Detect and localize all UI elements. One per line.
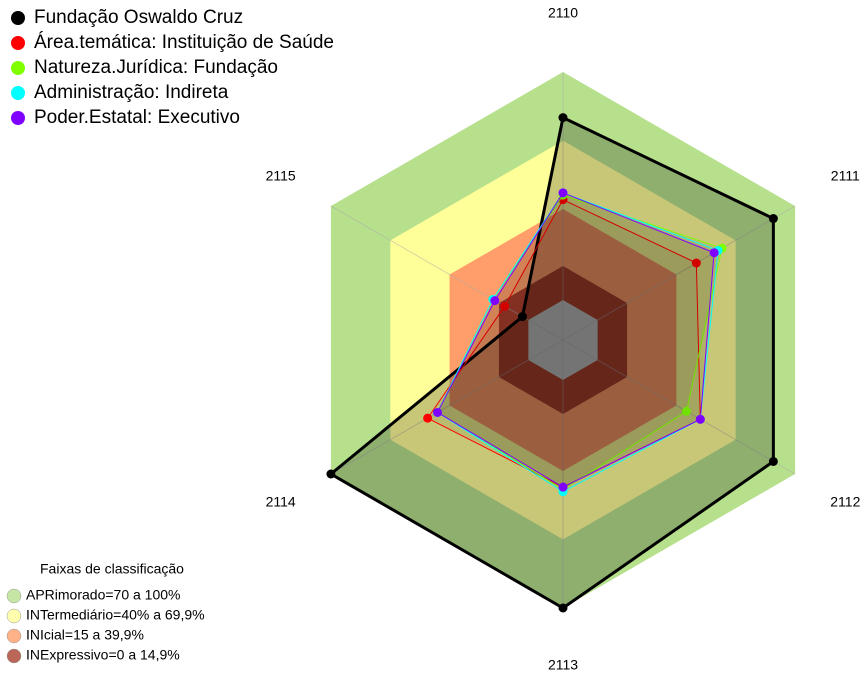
band-legend-label: INExpressivo=0 a 14,9% [26, 647, 180, 663]
legend-marker [11, 86, 25, 100]
series-point [558, 482, 568, 492]
legend-marker [11, 36, 25, 50]
axis-label: 2114 [266, 494, 296, 510]
bands-title: Faixas de classificação [40, 561, 184, 577]
series-point [490, 296, 500, 306]
series-point [517, 312, 527, 322]
axis-line [562, 339, 796, 475]
legend-marker [11, 111, 25, 125]
axis-label: 2110 [548, 5, 578, 21]
band-legend-marker [6, 648, 22, 664]
band-legend-marker [6, 628, 22, 644]
series-point [558, 188, 568, 198]
series-point [691, 258, 701, 268]
band-legend-label: APRimorado=70 a 100% [26, 587, 181, 603]
legend-label: Área.temática: Instituição de Saúde [34, 32, 334, 53]
legend-label: Poder.Estatal: Executivo [34, 107, 240, 128]
series-point [433, 407, 443, 417]
series-point [709, 248, 719, 258]
legend-marker [11, 11, 25, 25]
series-point [558, 113, 568, 123]
band-legend-marker [6, 608, 22, 624]
series-point [768, 456, 778, 466]
band-legend-label: INIcial=15 a 39,9% [26, 627, 144, 643]
axis-line [562, 205, 796, 341]
band-legend-marker [6, 588, 22, 604]
legend-label: Fundação Oswaldo Cruz [34, 7, 243, 28]
axis-label: 2111 [831, 168, 860, 184]
series-point [681, 406, 691, 416]
series-point [500, 301, 510, 311]
axis-line [330, 339, 564, 475]
legend-marker [11, 61, 25, 75]
series-point [558, 603, 568, 613]
axis-label: 2113 [548, 657, 578, 673]
legend-label: Administração: Indireta [34, 82, 229, 103]
band-legend-label: INTermediário=40% a 69,9% [26, 607, 205, 623]
series-point [695, 414, 705, 424]
legend-label: Natureza.Jurídica: Fundação [34, 57, 278, 78]
series-point [423, 413, 433, 423]
axis-label: 2112 [830, 494, 860, 510]
axis-label: 2115 [266, 168, 296, 184]
series-point [326, 469, 336, 479]
series-point [768, 214, 778, 224]
